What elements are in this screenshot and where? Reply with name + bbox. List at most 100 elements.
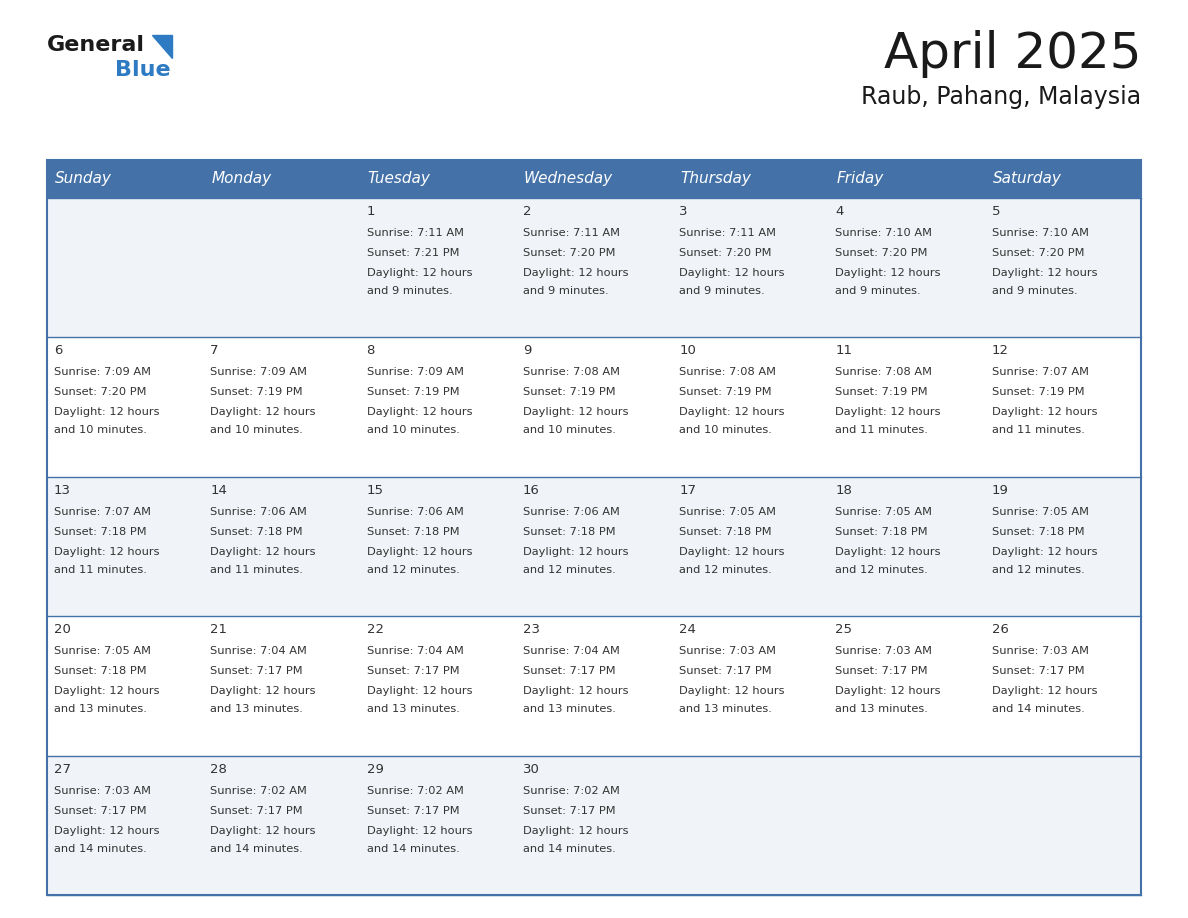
Text: Tuesday: Tuesday (367, 172, 430, 186)
Text: Sunrise: 7:11 AM: Sunrise: 7:11 AM (523, 228, 620, 238)
Text: and 12 minutes.: and 12 minutes. (367, 565, 460, 575)
Text: Sunrise: 7:03 AM: Sunrise: 7:03 AM (835, 646, 933, 656)
Text: 29: 29 (367, 763, 384, 776)
Text: 7: 7 (210, 344, 219, 357)
Text: 27: 27 (53, 763, 71, 776)
Text: 21: 21 (210, 623, 227, 636)
Text: Daylight: 12 hours: Daylight: 12 hours (367, 825, 472, 835)
Polygon shape (152, 35, 172, 58)
Text: 16: 16 (523, 484, 539, 497)
Text: Thursday: Thursday (681, 172, 751, 186)
Text: Sunset: 7:18 PM: Sunset: 7:18 PM (53, 527, 146, 537)
Text: Sunrise: 7:03 AM: Sunrise: 7:03 AM (53, 786, 151, 796)
Text: Sunrise: 7:07 AM: Sunrise: 7:07 AM (53, 507, 151, 517)
Text: Sunrise: 7:04 AM: Sunrise: 7:04 AM (367, 646, 463, 656)
Text: Sunset: 7:17 PM: Sunset: 7:17 PM (680, 666, 772, 677)
Text: Daylight: 12 hours: Daylight: 12 hours (367, 268, 472, 278)
Text: 10: 10 (680, 344, 696, 357)
Text: Sunset: 7:17 PM: Sunset: 7:17 PM (210, 666, 303, 677)
Text: Sunset: 7:17 PM: Sunset: 7:17 PM (835, 666, 928, 677)
Text: Sunrise: 7:02 AM: Sunrise: 7:02 AM (523, 786, 620, 796)
Text: Daylight: 12 hours: Daylight: 12 hours (210, 686, 316, 696)
Bar (672, 160, 828, 198)
Text: April 2025: April 2025 (884, 30, 1140, 78)
Text: Sunrise: 7:07 AM: Sunrise: 7:07 AM (992, 367, 1088, 377)
Text: 9: 9 (523, 344, 531, 357)
Text: 15: 15 (367, 484, 384, 497)
Text: Sunset: 7:17 PM: Sunset: 7:17 PM (367, 666, 460, 677)
Text: Sunset: 7:21 PM: Sunset: 7:21 PM (367, 248, 459, 258)
Text: 18: 18 (835, 484, 852, 497)
Text: Sunset: 7:20 PM: Sunset: 7:20 PM (523, 248, 615, 258)
Bar (48, 160, 1140, 895)
Text: and 11 minutes.: and 11 minutes. (210, 565, 303, 575)
Text: Sunrise: 7:11 AM: Sunrise: 7:11 AM (367, 228, 463, 238)
Text: 19: 19 (992, 484, 1009, 497)
Text: and 11 minutes.: and 11 minutes. (835, 425, 928, 435)
Text: and 9 minutes.: and 9 minutes. (523, 286, 608, 296)
Text: 22: 22 (367, 623, 384, 636)
Text: Sunrise: 7:05 AM: Sunrise: 7:05 AM (835, 507, 933, 517)
Text: 14: 14 (210, 484, 227, 497)
Text: Sunrise: 7:06 AM: Sunrise: 7:06 AM (210, 507, 308, 517)
Text: Sunrise: 7:08 AM: Sunrise: 7:08 AM (523, 367, 620, 377)
Text: Sunrise: 7:04 AM: Sunrise: 7:04 AM (523, 646, 620, 656)
Text: Daylight: 12 hours: Daylight: 12 hours (210, 408, 316, 418)
Text: Saturday: Saturday (993, 172, 1062, 186)
Text: Sunset: 7:18 PM: Sunset: 7:18 PM (523, 527, 615, 537)
Text: and 9 minutes.: and 9 minutes. (835, 286, 921, 296)
Text: Sunrise: 7:10 AM: Sunrise: 7:10 AM (992, 228, 1088, 238)
Text: Sunset: 7:17 PM: Sunset: 7:17 PM (210, 806, 303, 815)
Text: Daylight: 12 hours: Daylight: 12 hours (523, 825, 628, 835)
Text: and 10 minutes.: and 10 minutes. (523, 425, 615, 435)
Text: 25: 25 (835, 623, 853, 636)
Text: Sunrise: 7:03 AM: Sunrise: 7:03 AM (992, 646, 1088, 656)
Text: and 12 minutes.: and 12 minutes. (992, 565, 1085, 575)
Text: Daylight: 12 hours: Daylight: 12 hours (992, 686, 1098, 696)
Text: Sunset: 7:18 PM: Sunset: 7:18 PM (835, 527, 928, 537)
Text: Daylight: 12 hours: Daylight: 12 hours (367, 686, 472, 696)
Text: 12: 12 (992, 344, 1009, 357)
Text: and 14 minutes.: and 14 minutes. (523, 844, 615, 854)
Text: and 11 minutes.: and 11 minutes. (53, 565, 147, 575)
Text: Friday: Friday (836, 172, 884, 186)
Bar (48, 756, 1140, 895)
Text: Sunrise: 7:04 AM: Sunrise: 7:04 AM (210, 646, 308, 656)
Text: and 12 minutes.: and 12 minutes. (680, 565, 772, 575)
Bar (48, 476, 1140, 616)
Text: Daylight: 12 hours: Daylight: 12 hours (53, 825, 159, 835)
Text: 26: 26 (992, 623, 1009, 636)
Text: Monday: Monday (211, 172, 271, 186)
Text: and 13 minutes.: and 13 minutes. (210, 704, 303, 714)
Bar (48, 160, 203, 198)
Text: Daylight: 12 hours: Daylight: 12 hours (523, 547, 628, 557)
Text: 5: 5 (992, 205, 1000, 218)
Text: Sunset: 7:19 PM: Sunset: 7:19 PM (992, 387, 1085, 397)
Text: Blue: Blue (115, 60, 171, 80)
Text: and 14 minutes.: and 14 minutes. (367, 844, 460, 854)
Text: Wednesday: Wednesday (524, 172, 613, 186)
Text: Sunset: 7:19 PM: Sunset: 7:19 PM (835, 387, 928, 397)
Text: Daylight: 12 hours: Daylight: 12 hours (210, 547, 316, 557)
Text: Sunset: 7:17 PM: Sunset: 7:17 PM (992, 666, 1085, 677)
Text: Sunset: 7:20 PM: Sunset: 7:20 PM (53, 387, 146, 397)
Text: Sunset: 7:20 PM: Sunset: 7:20 PM (835, 248, 928, 258)
Text: Sunset: 7:17 PM: Sunset: 7:17 PM (367, 806, 460, 815)
Text: Daylight: 12 hours: Daylight: 12 hours (992, 268, 1098, 278)
Text: Sunset: 7:18 PM: Sunset: 7:18 PM (53, 666, 146, 677)
Text: Sunrise: 7:10 AM: Sunrise: 7:10 AM (835, 228, 933, 238)
Bar (48, 338, 1140, 476)
Text: Daylight: 12 hours: Daylight: 12 hours (835, 408, 941, 418)
Text: and 13 minutes.: and 13 minutes. (835, 704, 928, 714)
Text: Daylight: 12 hours: Daylight: 12 hours (835, 547, 941, 557)
Text: Sunset: 7:18 PM: Sunset: 7:18 PM (680, 527, 772, 537)
Text: Sunset: 7:18 PM: Sunset: 7:18 PM (992, 527, 1085, 537)
Text: Sunset: 7:17 PM: Sunset: 7:17 PM (523, 806, 615, 815)
Text: and 11 minutes.: and 11 minutes. (992, 425, 1085, 435)
Text: 8: 8 (367, 344, 375, 357)
Text: 30: 30 (523, 763, 539, 776)
Text: Daylight: 12 hours: Daylight: 12 hours (523, 408, 628, 418)
Text: and 10 minutes.: and 10 minutes. (367, 425, 460, 435)
Text: and 13 minutes.: and 13 minutes. (680, 704, 772, 714)
Text: Sunset: 7:19 PM: Sunset: 7:19 PM (367, 387, 460, 397)
